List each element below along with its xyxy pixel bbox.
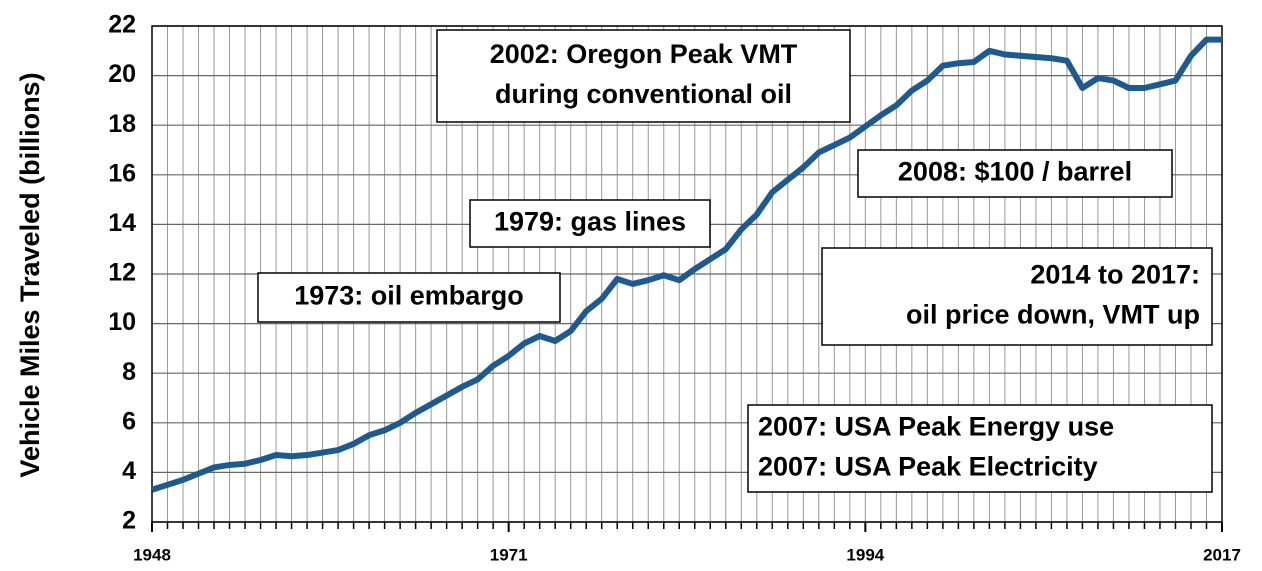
annotation-box <box>747 404 1213 493</box>
y-tick-label: 6 <box>122 407 136 435</box>
y-tick-label: 12 <box>108 259 136 287</box>
y-tick-label: 14 <box>108 209 136 237</box>
annotation-text: 2002: Oregon Peak VMT <box>490 39 798 69</box>
annotation-text: 2014 to 2017: <box>1030 260 1200 290</box>
annotation-text: 2007: USA Peak Electricity <box>758 452 1098 482</box>
x-tick-label: 1948 <box>133 545 171 564</box>
annotation-box <box>821 247 1213 346</box>
annotation-text: 2007: USA Peak Energy use <box>758 412 1114 442</box>
y-tick-label: 2 <box>122 507 136 535</box>
annotation-text: oil price down, VMT up <box>906 300 1200 330</box>
annotation-text: 2008: $100 / barrel <box>898 157 1132 187</box>
annotation-box <box>857 149 1173 198</box>
data-line <box>151 36 1222 493</box>
x-tick-label: 2017 <box>1203 545 1241 564</box>
annotation-text: during conventional oil <box>495 79 792 109</box>
annotation-box <box>469 199 711 248</box>
annotation-box <box>436 29 851 123</box>
y-tick-label: 20 <box>108 60 136 88</box>
y-tick-label: 4 <box>122 457 136 485</box>
annotation-text: 1973: oil embargo <box>294 281 524 311</box>
y-tick-label: 16 <box>108 159 136 187</box>
annotation-text: 1979: gas lines <box>494 207 686 237</box>
y-tick-label: 22 <box>108 11 136 39</box>
x-tick-label: 1994 <box>846 545 884 564</box>
plot-frame <box>151 25 1223 523</box>
y-tick-label: 18 <box>108 110 136 138</box>
y-axis-label: Vehicle Miles Traveled (billions) <box>15 72 45 477</box>
y-tick-label: 8 <box>122 358 136 386</box>
annotation-box <box>257 272 561 323</box>
y-tick-label: 10 <box>108 308 136 336</box>
x-tick-label: 1971 <box>490 545 528 564</box>
